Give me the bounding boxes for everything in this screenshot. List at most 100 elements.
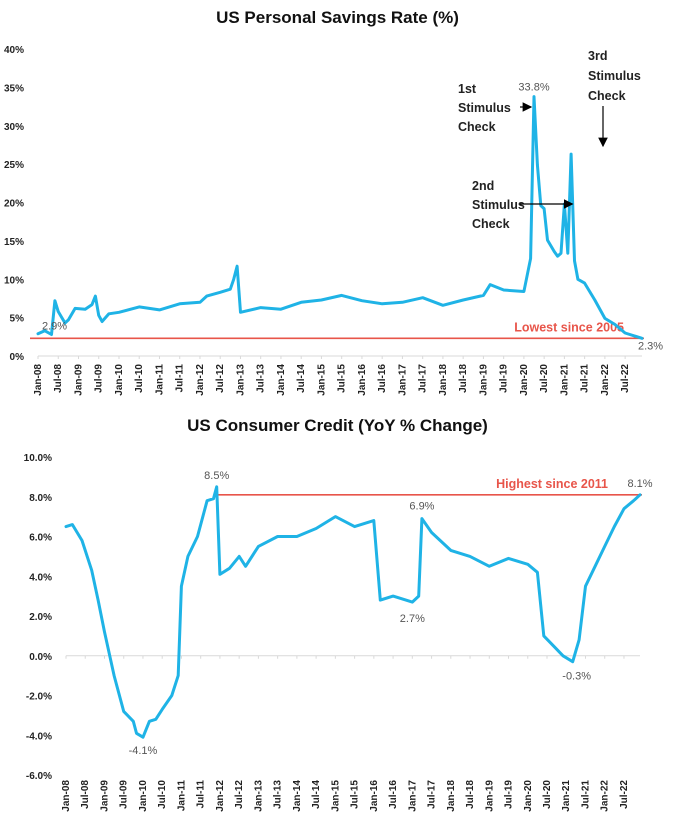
y-tick-label: 30% bbox=[4, 122, 24, 133]
savings-rate-title: US Personal Savings Rate (%) bbox=[216, 8, 459, 27]
x-tick-label: Jul-11 bbox=[175, 364, 186, 393]
x-tick-label: Jan-21 bbox=[559, 364, 570, 396]
x-tick-label: Jan-20 bbox=[519, 364, 530, 396]
data-label: 33.8% bbox=[518, 82, 549, 94]
x-tick-label: Jul-14 bbox=[296, 364, 307, 393]
x-tick-label: Jan-13 bbox=[235, 364, 246, 396]
x-tick-label: Jul-21 bbox=[580, 364, 591, 393]
annotation-text: Stimulus bbox=[458, 101, 511, 115]
x-tick-label: Jul-16 bbox=[388, 780, 399, 809]
x-tick-label: Jul-08 bbox=[80, 780, 91, 809]
x-tick-label: Jan-15 bbox=[316, 364, 327, 396]
y-tick-label: -2.0% bbox=[26, 692, 52, 703]
x-tick-label: Jan-13 bbox=[253, 780, 264, 812]
x-tick-label: Jul-08 bbox=[53, 364, 64, 393]
y-tick-label: 15% bbox=[4, 237, 24, 248]
x-tick-label: Jul-17 bbox=[418, 364, 429, 393]
x-tick-label: Jul-13 bbox=[256, 364, 267, 393]
series-line bbox=[36, 95, 644, 340]
y-tick-label: -4.0% bbox=[26, 731, 52, 742]
x-tick-label: Jan-16 bbox=[369, 780, 380, 812]
annotation-text: 2nd bbox=[472, 179, 494, 193]
y-tick-label: 5% bbox=[10, 314, 25, 325]
annotation-text: Check bbox=[458, 120, 496, 134]
data-label: 8.5% bbox=[204, 470, 229, 482]
x-tick-label: Jan-08 bbox=[33, 364, 44, 396]
x-tick-label: Jan-10 bbox=[114, 364, 125, 396]
x-tick-label: Jul-15 bbox=[337, 364, 348, 393]
x-tick-label: Jul-21 bbox=[580, 780, 591, 809]
annotation-text: 1st bbox=[458, 82, 477, 96]
y-tick-label: 4.0% bbox=[29, 572, 52, 583]
y-tick-label: 0% bbox=[10, 352, 25, 363]
x-tick-label: Jul-13 bbox=[273, 780, 284, 809]
x-tick-label: Jan-09 bbox=[73, 364, 84, 396]
annotation-text: Check bbox=[472, 217, 510, 231]
x-tick-label: Jan-22 bbox=[600, 780, 611, 812]
y-tick-label: 35% bbox=[4, 83, 24, 94]
x-tick-label: Jul-12 bbox=[215, 364, 226, 393]
x-tick-label: Jul-20 bbox=[542, 780, 553, 809]
y-tick-label: 2.0% bbox=[29, 612, 52, 623]
data-label: 2.7% bbox=[400, 613, 425, 625]
y-tick-label: 40% bbox=[4, 45, 24, 56]
x-tick-label: Jul-19 bbox=[504, 780, 515, 809]
x-tick-label: Jan-14 bbox=[292, 780, 303, 812]
x-tick-label: Jul-22 bbox=[620, 364, 631, 393]
x-tick-label: Jul-16 bbox=[377, 364, 388, 393]
x-tick-label: Jan-18 bbox=[438, 364, 449, 396]
reference-line-label: Lowest since 2005 bbox=[514, 320, 624, 334]
x-tick-label: Jan-18 bbox=[446, 780, 457, 812]
data-label: 6.9% bbox=[409, 501, 434, 513]
x-tick-label: Jan-16 bbox=[357, 364, 368, 396]
x-tick-label: Jan-09 bbox=[99, 780, 110, 812]
y-tick-label: 10% bbox=[4, 275, 24, 286]
data-label: -0.3% bbox=[562, 671, 591, 683]
y-tick-label: 6.0% bbox=[29, 533, 52, 544]
x-tick-label: Jan-22 bbox=[600, 364, 611, 396]
consumer-credit-title: US Consumer Credit (YoY % Change) bbox=[187, 416, 488, 435]
x-tick-label: Jan-12 bbox=[215, 780, 226, 812]
savings-rate-chart: US Personal Savings Rate (%) 0% 5% 10% 15% 2… bbox=[0, 0, 675, 405]
x-tick-label: Jul-19 bbox=[499, 364, 510, 393]
reference-line-label: Highest since 2011 bbox=[496, 477, 608, 491]
y-tick-label: 0.0% bbox=[29, 652, 52, 663]
consumer-credit-plot: -6.0% -4.0% -2.0% 0.0% 2.0% 4.0% 6.0% 8.0% 10.0%… bbox=[24, 453, 653, 812]
annotation-text: Check bbox=[588, 89, 626, 103]
x-tick-label: Jul-20 bbox=[539, 364, 550, 393]
x-tick-label: Jan-20 bbox=[523, 780, 534, 812]
annotation-text: Stimulus bbox=[588, 69, 641, 83]
x-tick-label: Jan-17 bbox=[407, 780, 418, 812]
x-tick-label: Jul-10 bbox=[157, 780, 168, 809]
series-line bbox=[64, 485, 642, 739]
y-tick-label: 10.0% bbox=[24, 453, 52, 464]
x-tick-label: Jul-09 bbox=[119, 780, 130, 809]
data-label: 2.9% bbox=[42, 321, 67, 333]
data-label: 2.3% bbox=[638, 340, 663, 352]
x-tick-label: Jan-19 bbox=[484, 780, 495, 812]
x-tick-label: Jan-12 bbox=[195, 364, 206, 396]
annotation-text: Stimulus bbox=[472, 198, 525, 212]
x-tick-label: Jan-19 bbox=[478, 364, 489, 396]
x-tick-label: Jul-10 bbox=[134, 364, 145, 393]
x-tick-label: Jul-22 bbox=[619, 780, 630, 809]
consumer-credit-chart: US Consumer Credit (YoY % Change) -6.0% -… bbox=[0, 408, 675, 823]
x-tick-label: Jul-15 bbox=[350, 780, 361, 809]
x-tick-label: Jul-17 bbox=[427, 780, 438, 809]
x-tick-label: Jul-18 bbox=[458, 364, 469, 393]
x-tick-label: Jul-12 bbox=[234, 780, 245, 809]
y-tick-label: 8.0% bbox=[29, 493, 52, 504]
x-tick-label: Jan-11 bbox=[176, 780, 187, 812]
x-tick-label: Jul-09 bbox=[94, 364, 105, 393]
x-tick-label: Jan-11 bbox=[154, 364, 165, 396]
x-tick-label: Jan-10 bbox=[138, 780, 149, 812]
x-tick-label: Jan-15 bbox=[330, 780, 341, 812]
y-tick-label: -6.0% bbox=[26, 771, 52, 782]
savings-rate-plot: 0% 5% 10% 15% 20% 25% 30% 35% 40% Jan-08 Jul-08 Jan… bbox=[4, 45, 663, 396]
x-tick-label: Jan-08 bbox=[61, 780, 72, 812]
x-tick-label: Jan-14 bbox=[276, 364, 287, 396]
x-tick-label: Jan-21 bbox=[561, 780, 572, 812]
annotation-text: 3rd bbox=[588, 49, 607, 63]
x-tick-label: Jan-17 bbox=[397, 364, 408, 396]
data-label: 8.1% bbox=[627, 478, 652, 490]
